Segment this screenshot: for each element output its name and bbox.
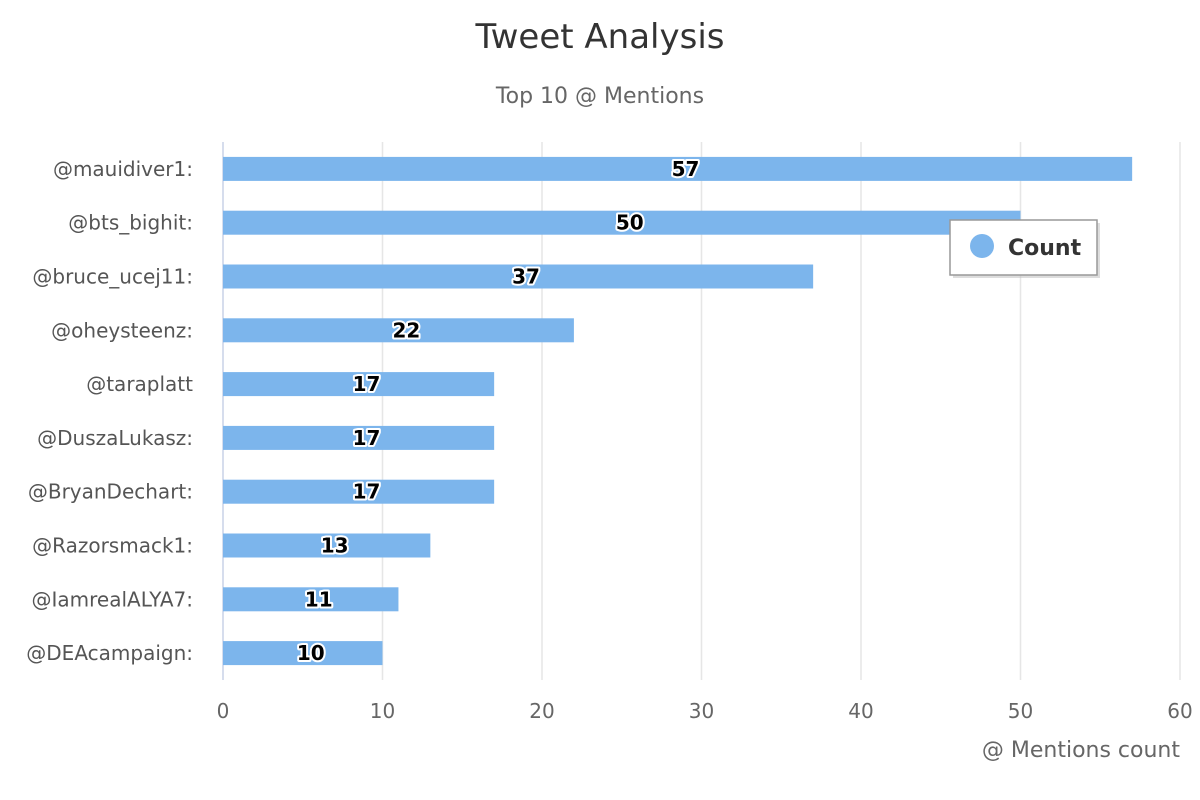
category-label: @Razorsmack1: [32,534,193,558]
category-label: @IamrealALYA7: [31,587,193,611]
legend-marker [970,234,994,258]
x-tick-label: 20 [529,699,554,723]
data-labels: 57 50 37 22 17 17 17 13 11 10 [295,155,702,667]
bar[interactable] [223,425,495,450]
bar-series [223,156,1133,666]
bar[interactable] [223,641,383,666]
data-label: 17 [353,480,381,504]
bar[interactable] [223,210,1021,235]
x-tick-label: 10 [370,699,395,723]
chart-title: Tweet Analysis [474,17,724,57]
category-label: @DuszaLukasz: [37,426,193,450]
bar[interactable] [223,533,431,558]
category-label: @DEAcampaign: [26,641,193,665]
x-tick-label: 50 [1008,699,1033,723]
x-axis-title: @ Mentions count [982,738,1180,763]
data-label: 17 [353,372,381,396]
category-label: @BryanDechart: [28,480,193,504]
data-label: 10 [297,641,325,665]
category-label: @taraplatt [86,372,193,396]
x-tick-label: 60 [1167,699,1192,723]
bar[interactable] [223,318,574,343]
bar[interactable] [223,372,495,397]
data-label: 11 [305,587,333,611]
data-label: 57 [672,157,700,181]
legend[interactable]: Count [949,219,1100,278]
x-tick-label: 0 [217,699,230,723]
category-label: @bts_bighit: [68,211,193,235]
category-label: @bruce_ucej11: [32,265,193,289]
bar[interactable] [223,479,495,504]
data-label: 22 [393,318,421,342]
category-label: @mauidiver1: [53,157,193,181]
bar[interactable] [223,587,399,612]
x-tick-label: 40 [848,699,873,723]
bar[interactable] [223,264,814,289]
x-tick-label: 30 [689,699,714,723]
chart-subtitle: Top 10 @ Mentions [495,84,704,109]
category-axis: @mauidiver1: @bts_bighit: @bruce_ucej11: @o… [26,157,193,665]
data-label: 37 [512,265,540,289]
legend-item-label[interactable]: Count [1008,236,1082,261]
category-label: @oheysteenz: [51,318,193,342]
data-label: 17 [353,426,381,450]
data-label: 50 [616,211,644,235]
data-label: 13 [321,534,349,558]
bar[interactable] [223,156,1133,181]
value-axis: 0 10 20 30 40 50 60 [217,699,1193,723]
